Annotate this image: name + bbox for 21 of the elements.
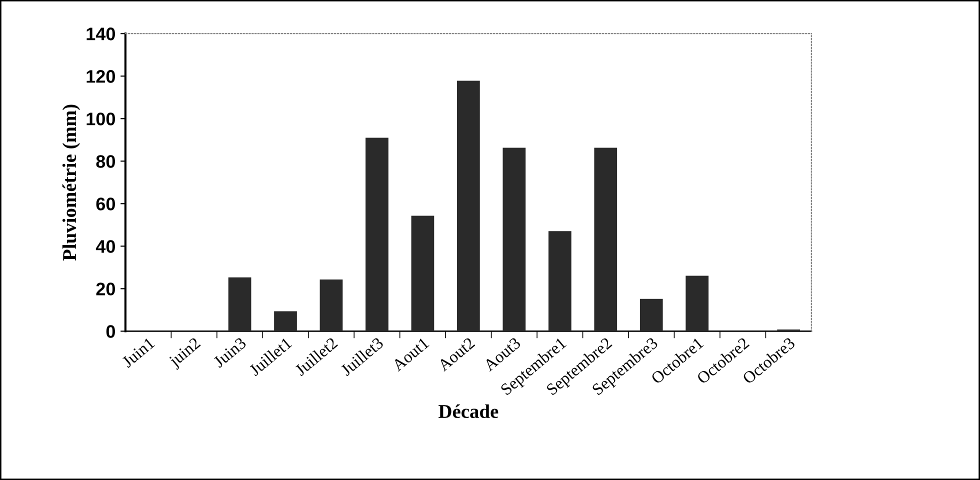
y-tick-label: 100 <box>86 112 115 126</box>
y-tick-label: 120 <box>86 70 115 83</box>
bar <box>548 231 572 332</box>
y-axis-title: Pluviométrie (mm) <box>62 104 80 261</box>
bar <box>228 277 252 332</box>
y-tick-label: 0 <box>106 325 115 338</box>
bar <box>686 276 709 332</box>
bar <box>411 216 434 332</box>
y-tick-label: 80 <box>96 155 115 168</box>
y-tick-label: 60 <box>96 198 115 210</box>
bar <box>640 298 663 332</box>
x-axis-title: Décade <box>438 404 498 418</box>
bar <box>366 138 388 332</box>
y-tick-label: 40 <box>96 240 115 253</box>
bar <box>274 311 297 332</box>
bar <box>457 80 480 332</box>
y-tick-label: 140 <box>86 28 115 40</box>
y-tick-label: 20 <box>96 282 115 296</box>
bar <box>320 280 343 332</box>
bar <box>594 148 618 332</box>
bar <box>502 148 526 332</box>
